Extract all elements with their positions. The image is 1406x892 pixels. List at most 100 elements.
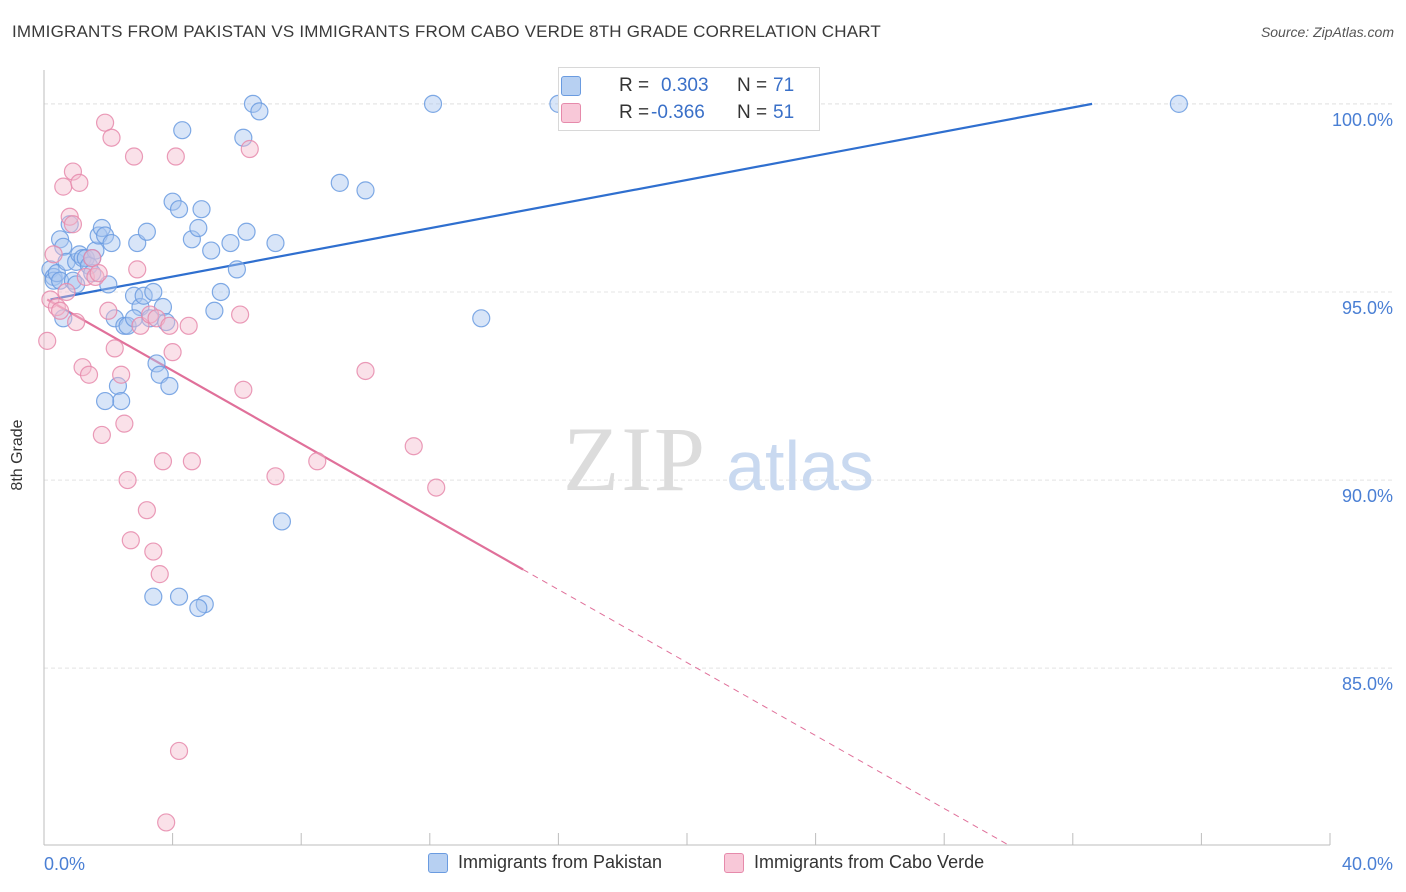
watermark-zip: ZIP — [563, 408, 707, 510]
pakistan-point — [108, 376, 128, 396]
legend-item-cabo-verde: Immigrants from Cabo Verde — [724, 852, 984, 873]
pakistan-point — [137, 222, 156, 241]
x-tick-label: 0.0% — [44, 854, 85, 874]
series-legend: Immigrants from Pakistan Immigrants from… — [0, 852, 1406, 876]
cabo-verde-point — [144, 542, 163, 561]
legend-label-pakistan: Immigrants from Pakistan — [458, 852, 663, 872]
watermark-atlas: atlas — [726, 427, 874, 505]
cabo-verde-point — [153, 452, 173, 471]
legend-swatch-cabo-verde — [561, 103, 581, 123]
pakistan-point — [173, 121, 192, 140]
cabo-verde-point — [137, 501, 156, 520]
cabo-verde-point — [308, 452, 327, 471]
pakistan-point — [169, 200, 189, 219]
x-tick-label: 40.0% — [1342, 854, 1393, 874]
cabo-verde-point — [118, 470, 137, 490]
pakistan-point — [134, 286, 153, 305]
chart-title: IMMIGRANTS FROM PAKISTAN VS IMMIGRANTS F… — [12, 22, 881, 41]
y-tick-label: 100.0% — [1332, 110, 1393, 130]
cabo-verde-point — [70, 173, 89, 192]
axes — [43, 70, 1331, 846]
legend-r-label: R = — [619, 75, 650, 96]
cabo-verde-point — [231, 305, 250, 324]
pakistan-point — [221, 233, 240, 253]
cabo-verde-point — [57, 282, 76, 302]
correlation-legend: R = 0.303 N = 71 R = -0.366 N = 51 — [558, 67, 820, 131]
cabo-verde-point — [38, 331, 57, 350]
legend-label-cabo-verde: Immigrants from Cabo Verde — [754, 852, 985, 872]
pakistan-point — [189, 218, 208, 238]
legend-r-value: 0.303 — [661, 75, 709, 96]
cabo-verde-point — [99, 301, 118, 320]
pakistan-point — [227, 260, 246, 279]
legend-n-value: 51 — [773, 102, 795, 123]
pakistan-point — [67, 275, 86, 294]
legend-r-value: -0.366 — [651, 102, 705, 123]
cabo-verde-point — [163, 343, 182, 362]
cabo-verde-point — [234, 380, 253, 399]
cabo-verde-point — [121, 531, 140, 550]
pakistan-point — [423, 94, 443, 113]
cabo-verde-point — [79, 365, 99, 384]
pakistan-point — [250, 102, 269, 121]
legend-item-pakistan: Immigrants from Pakistan — [428, 852, 662, 873]
pakistan-trend-line — [50, 102, 1093, 301]
cabo-verde-point — [240, 139, 259, 159]
pakistan-point — [112, 391, 131, 411]
legend-n-label: N = — [737, 102, 768, 123]
pakistan-point — [124, 286, 144, 305]
y-tick-label: 85.0% — [1342, 674, 1393, 694]
pakistan-point — [189, 598, 208, 618]
cabo-verde-point — [63, 215, 83, 234]
cabo-verde-point — [160, 316, 179, 335]
pakistan-point — [160, 376, 179, 396]
pakistan-point — [144, 587, 163, 606]
cabo-verde-point — [404, 437, 423, 456]
cabo-verde-point — [169, 741, 189, 761]
pakistan-point — [95, 391, 115, 411]
y-tick-label: 90.0% — [1342, 486, 1393, 506]
cabo-verde-point — [356, 361, 375, 381]
cabo-verde-trend-extension — [522, 569, 1009, 846]
pakistan-point — [272, 512, 292, 531]
tick-labels: 85.0% 90.0% 95.0% 100.0% 0.0% 40.0% — [44, 110, 1393, 874]
pakistan-point — [144, 282, 163, 302]
cabo-verde-point — [67, 312, 86, 332]
pakistan-point — [237, 222, 256, 241]
y-tick-label: 95.0% — [1342, 298, 1393, 318]
source-label: Source: ZipAtlas.com — [1260, 24, 1394, 40]
cabo-verde-point — [157, 813, 176, 832]
cabo-verde-point — [179, 316, 198, 335]
cabo-verde-point — [427, 478, 446, 497]
pakistan-point — [102, 233, 121, 253]
pakistan-point — [243, 94, 263, 113]
cabo-verde-point — [115, 414, 134, 433]
cabo-verde-point — [89, 264, 108, 283]
cabo-verde-point — [105, 339, 124, 358]
pakistan-point — [330, 173, 349, 192]
legend-r-label: R = — [619, 102, 650, 123]
legend-swatch-pakistan — [561, 76, 581, 96]
data-points — [38, 94, 1188, 832]
cabo-verde-point — [150, 565, 169, 584]
cabo-verde-point — [128, 260, 147, 279]
pakistan-point — [472, 309, 491, 328]
cabo-verde-point — [266, 467, 285, 486]
cabo-verde-point — [166, 147, 185, 166]
pakistan-point — [182, 230, 201, 249]
pakistan-point — [356, 181, 375, 200]
pakistan-point — [169, 587, 189, 606]
pakistan-point — [202, 241, 221, 260]
cabo-verde-point — [92, 425, 111, 445]
cabo-verde-trend-line — [46, 298, 524, 571]
pakistan-point — [54, 237, 73, 256]
legend-n-label: N = — [737, 75, 768, 96]
cabo-verde-point — [73, 358, 92, 377]
cabo-verde-point — [95, 113, 115, 132]
cabo-verde-point — [83, 249, 102, 268]
cabo-verde-point — [182, 452, 201, 471]
pakistan-point — [211, 282, 230, 302]
pakistan-point — [205, 301, 224, 320]
watermark: ZIP atlas — [563, 408, 874, 510]
